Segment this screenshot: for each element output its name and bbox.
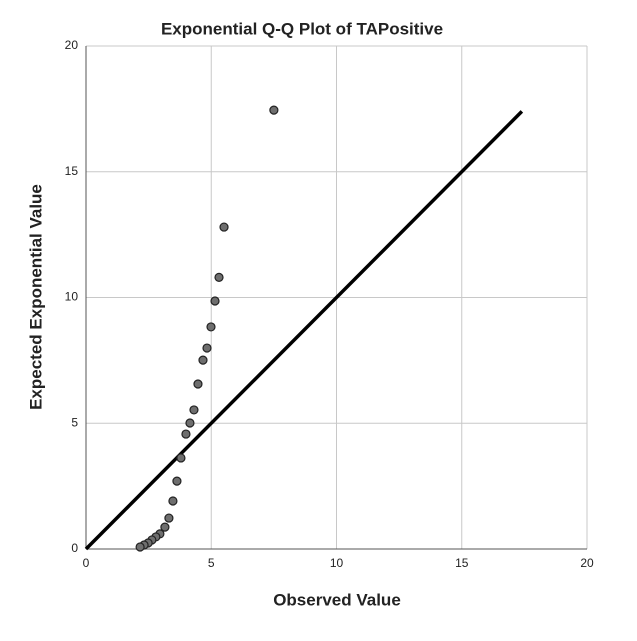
- chart-title: Exponential Q-Q Plot of TAPositive: [161, 19, 443, 38]
- x-tick-label: 5: [208, 556, 215, 570]
- y-tick-label: 10: [65, 290, 79, 304]
- reference-line: [84, 110, 524, 551]
- y-tick-label: 5: [71, 415, 78, 429]
- point: [176, 453, 186, 463]
- point: [185, 418, 195, 428]
- x-tick-label: 20: [580, 556, 594, 570]
- point: [219, 222, 229, 232]
- point: [160, 522, 170, 532]
- x-tick-label: 0: [83, 556, 90, 570]
- x-tick-label: 15: [455, 556, 469, 570]
- y-axis-title: Expected Exponential Value: [26, 184, 45, 410]
- point: [269, 105, 279, 115]
- point: [168, 496, 178, 506]
- point: [135, 542, 145, 552]
- point: [198, 355, 208, 365]
- point: [210, 296, 220, 306]
- point: [164, 513, 174, 523]
- y-tick-label: 20: [65, 38, 79, 52]
- point: [172, 476, 182, 486]
- point: [202, 343, 212, 353]
- point: [189, 405, 199, 415]
- y-tick-label: 0: [71, 541, 78, 555]
- point: [181, 429, 191, 439]
- x-axis-title: Observed Value: [273, 590, 401, 609]
- point: [214, 272, 224, 282]
- point: [206, 322, 216, 332]
- y-tick-label: 15: [65, 164, 79, 178]
- point: [193, 379, 203, 389]
- x-tick-label: 10: [330, 556, 344, 570]
